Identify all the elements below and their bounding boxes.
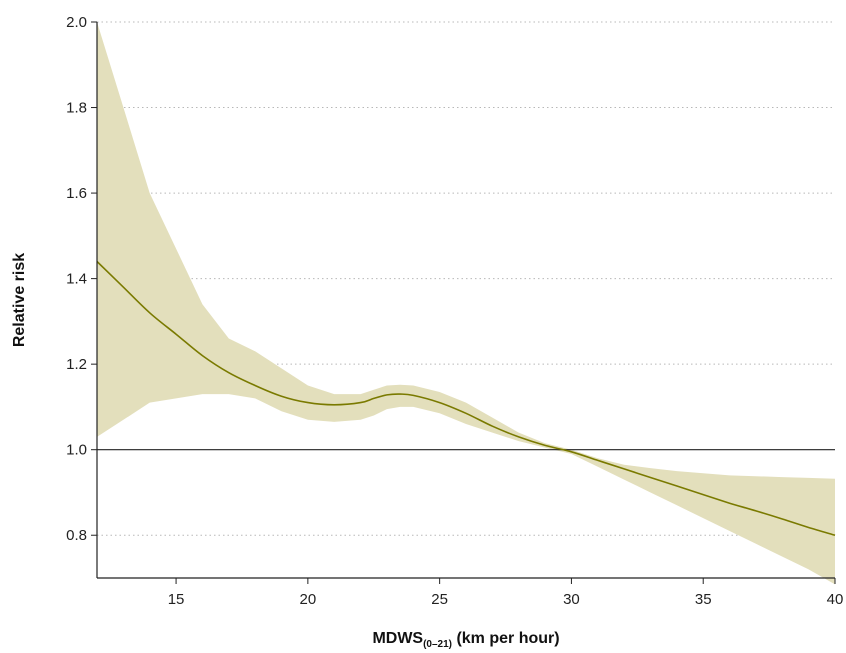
x-axis-title: MDWS(0–21) (km per hour) (372, 630, 559, 650)
x-axis-title-subscript: (0–21) (423, 639, 452, 650)
x-tick-label: 30 (563, 591, 580, 608)
x-tick-label: 35 (695, 591, 712, 608)
gridlines (97, 21, 835, 536)
x-tick-label: 20 (300, 591, 317, 608)
x-tick-label: 15 (168, 591, 185, 608)
y-tick-label: 1.6 (66, 185, 87, 202)
x-tick-label: 40 (827, 591, 844, 608)
confidence-band (97, 22, 835, 585)
x-axis-title-units: (km per hour) (452, 630, 560, 647)
y-axis-title: Relative risk (11, 253, 28, 347)
x-axis-title-main: MDWS (372, 630, 423, 647)
y-tick-label: 1.0 (66, 442, 87, 459)
x-tick-label: 25 (431, 591, 448, 608)
y-tick-label: 1.2 (66, 356, 87, 373)
x-ticks: 15 20 25 30 35 40 (168, 578, 844, 608)
relative-risk-line (96, 260, 836, 536)
y-tick-label: 1.4 (66, 271, 87, 288)
y-tick-label: 1.8 (66, 100, 87, 117)
y-tick-label: 2.0 (66, 14, 87, 31)
y-tick-label: 0.8 (66, 527, 87, 544)
y-ticks: 0.8 1.0 1.2 1.4 1.6 1.8 2.0 (66, 14, 97, 544)
